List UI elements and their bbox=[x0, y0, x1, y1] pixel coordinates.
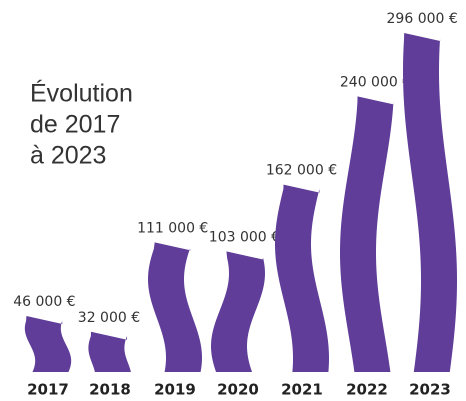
chart-title: à 2023 bbox=[30, 142, 106, 170]
x-tick-label: 2020 bbox=[217, 381, 259, 399]
value-label: 296 000 € bbox=[387, 11, 458, 27]
x-tick-label: 2023 bbox=[409, 381, 451, 399]
value-label: 240 000 € bbox=[340, 74, 411, 90]
bar bbox=[275, 184, 329, 372]
bar bbox=[24, 315, 72, 372]
x-tick-label: 2019 bbox=[154, 381, 196, 399]
bar bbox=[340, 96, 394, 372]
chart-title: de 2017 bbox=[30, 111, 120, 139]
value-label: 162 000 € bbox=[266, 163, 337, 179]
chart-title: Évolution bbox=[30, 79, 133, 108]
x-tick-label: 2018 bbox=[89, 381, 131, 399]
x-tick-label: 2017 bbox=[27, 381, 69, 399]
bar bbox=[403, 33, 457, 372]
x-tick-label: 2022 bbox=[346, 381, 388, 399]
bar bbox=[148, 242, 202, 372]
bar bbox=[211, 251, 265, 372]
value-label: 111 000 € bbox=[137, 220, 208, 236]
x-tick-label: 2021 bbox=[281, 381, 323, 399]
value-label: 46 000 € bbox=[13, 294, 75, 310]
value-label: 32 000 € bbox=[78, 310, 140, 326]
value-label: 103 000 € bbox=[209, 229, 280, 245]
bar bbox=[88, 331, 131, 372]
